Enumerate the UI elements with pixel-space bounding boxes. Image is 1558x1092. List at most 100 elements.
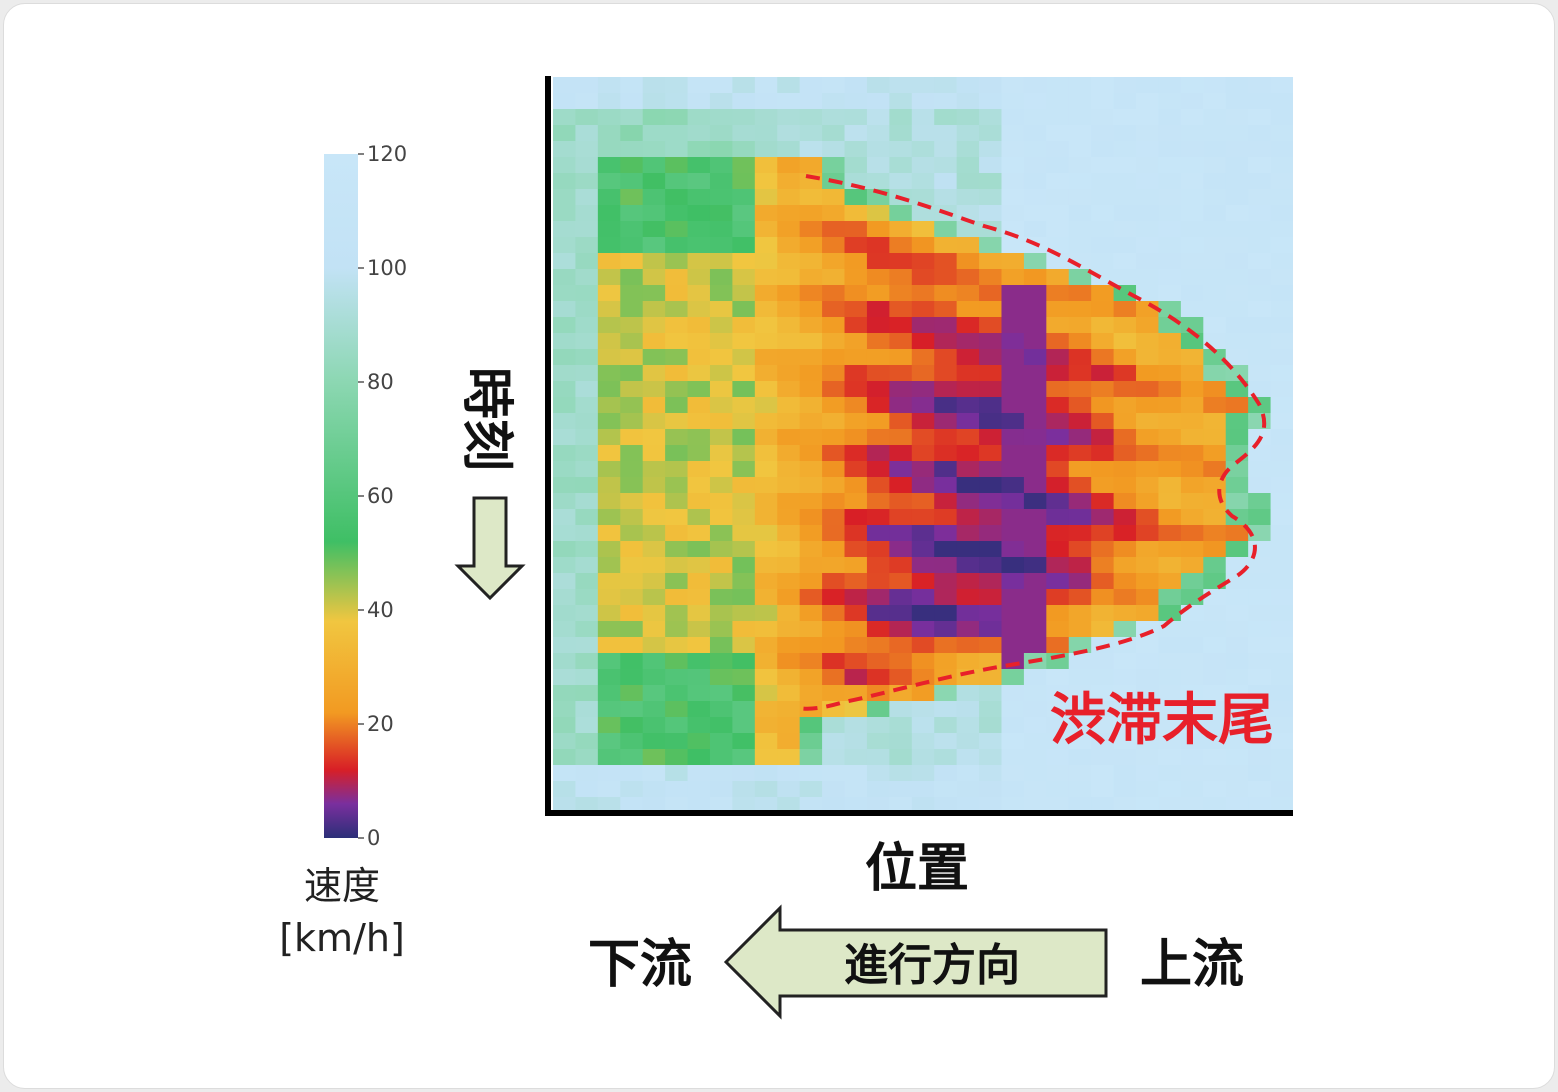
- colorbar-tick-label: 60: [367, 484, 394, 508]
- heatmap-cell: [597, 109, 621, 126]
- heatmap-cell: [665, 413, 689, 430]
- heatmap-cell: [1270, 93, 1293, 110]
- heatmap-cell: [979, 637, 1003, 654]
- heatmap-cell: [1158, 765, 1182, 782]
- heatmap-cell: [1091, 557, 1115, 574]
- heatmap-cell: [1180, 733, 1204, 750]
- heatmap-cell: [1248, 509, 1272, 526]
- heatmap-cell: [687, 621, 711, 638]
- heatmap-cell: [620, 381, 644, 398]
- heatmap-cell: [1023, 477, 1047, 494]
- heatmap-cell: [866, 221, 890, 238]
- colorbar-tick-label: 120: [367, 142, 407, 166]
- heatmap-cell: [597, 397, 621, 414]
- heatmap-cell: [1068, 141, 1092, 158]
- heatmap-cell: [1068, 557, 1092, 574]
- heatmap-cell: [1046, 125, 1070, 142]
- heatmap-cell: [1001, 413, 1025, 430]
- heatmap-cell: [1158, 589, 1182, 606]
- heatmap-cell: [553, 285, 577, 302]
- heatmap-cell: [934, 413, 958, 430]
- heatmap-cell: [575, 221, 599, 238]
- heatmap-cell: [709, 493, 733, 510]
- heatmap-cell: [1091, 221, 1115, 238]
- heatmap-cell: [1113, 541, 1137, 558]
- heatmap-cell: [665, 189, 689, 206]
- heatmap-cell: [1270, 365, 1293, 382]
- heatmap-cell: [956, 173, 980, 190]
- heatmap-cell: [1225, 429, 1249, 446]
- heatmap-cell: [665, 749, 689, 766]
- heatmap-cell: [1136, 141, 1160, 158]
- heatmap-cell: [844, 733, 868, 750]
- heatmap-cell: [1225, 477, 1249, 494]
- heatmap-cell: [799, 653, 823, 670]
- heatmap-cell: [1225, 189, 1249, 206]
- heatmap-cell: [799, 189, 823, 206]
- heatmap-cell: [1023, 797, 1047, 814]
- heatmap-cell: [754, 285, 778, 302]
- heatmap-cell: [1091, 669, 1115, 686]
- heatmap-cell: [597, 493, 621, 510]
- heatmap-cell: [889, 765, 913, 782]
- heatmap-cell: [642, 637, 666, 654]
- heatmap-cell: [799, 253, 823, 270]
- heatmap-cell: [889, 141, 913, 158]
- heatmap-cell: [956, 797, 980, 814]
- heatmap-cell: [687, 493, 711, 510]
- heatmap-cell: [1180, 429, 1204, 446]
- heatmap-cell: [1068, 397, 1092, 414]
- heatmap-cell: [597, 125, 621, 142]
- heatmap-cell: [620, 189, 644, 206]
- heatmap-cell: [956, 285, 980, 302]
- heatmap-cell: [575, 189, 599, 206]
- heatmap-cell: [709, 477, 733, 494]
- heatmap-cell: [1270, 413, 1293, 430]
- heatmap-cell: [620, 349, 644, 366]
- heatmap-cell: [1113, 109, 1137, 126]
- heatmap-cell: [1203, 637, 1227, 654]
- heatmap-cell: [1113, 461, 1137, 478]
- heatmap-cell: [934, 269, 958, 286]
- heatmap-cell: [1091, 173, 1115, 190]
- heatmap-cell: [1180, 317, 1204, 334]
- heatmap-cell: [777, 157, 801, 174]
- heatmap-cell: [687, 93, 711, 110]
- heatmap-cell: [709, 701, 733, 718]
- heatmap-cell: [732, 493, 756, 510]
- heatmap-cell: [597, 317, 621, 334]
- heatmap-cell: [732, 349, 756, 366]
- heatmap-cell: [934, 653, 958, 670]
- heatmap-cell: [1158, 509, 1182, 526]
- heatmap-cell: [934, 333, 958, 350]
- heatmap-cell: [597, 669, 621, 686]
- heatmap-cell: [911, 493, 935, 510]
- heatmap-cell: [1113, 685, 1137, 702]
- heatmap-cell: [1023, 317, 1047, 334]
- heatmap-cell: [777, 493, 801, 510]
- heatmap-cell: [597, 173, 621, 190]
- heatmap-cell: [844, 109, 868, 126]
- heatmap-cell: [553, 269, 577, 286]
- heatmap-cell: [844, 269, 868, 286]
- heatmap-cell: [1068, 733, 1092, 750]
- heatmap-cell: [732, 557, 756, 574]
- heatmap-cell: [1158, 733, 1182, 750]
- heatmap-cell: [687, 77, 711, 94]
- heatmap-cell: [1091, 77, 1115, 94]
- heatmap-cell: [1091, 189, 1115, 206]
- heatmap-cell: [1203, 93, 1227, 110]
- heatmap-cell: [866, 525, 890, 542]
- heatmap-cell: [1001, 365, 1025, 382]
- heatmap-cell: [866, 333, 890, 350]
- heatmap-cell: [754, 653, 778, 670]
- heatmap-cell: [620, 797, 644, 814]
- heatmap-cell: [732, 733, 756, 750]
- heatmap-cell: [822, 157, 846, 174]
- heatmap-cell: [1113, 573, 1137, 590]
- heatmap-cell: [1136, 525, 1160, 542]
- heatmap-cell: [1136, 333, 1160, 350]
- heatmap-cell: [844, 349, 868, 366]
- heatmap-cell: [642, 685, 666, 702]
- heatmap-cell: [665, 125, 689, 142]
